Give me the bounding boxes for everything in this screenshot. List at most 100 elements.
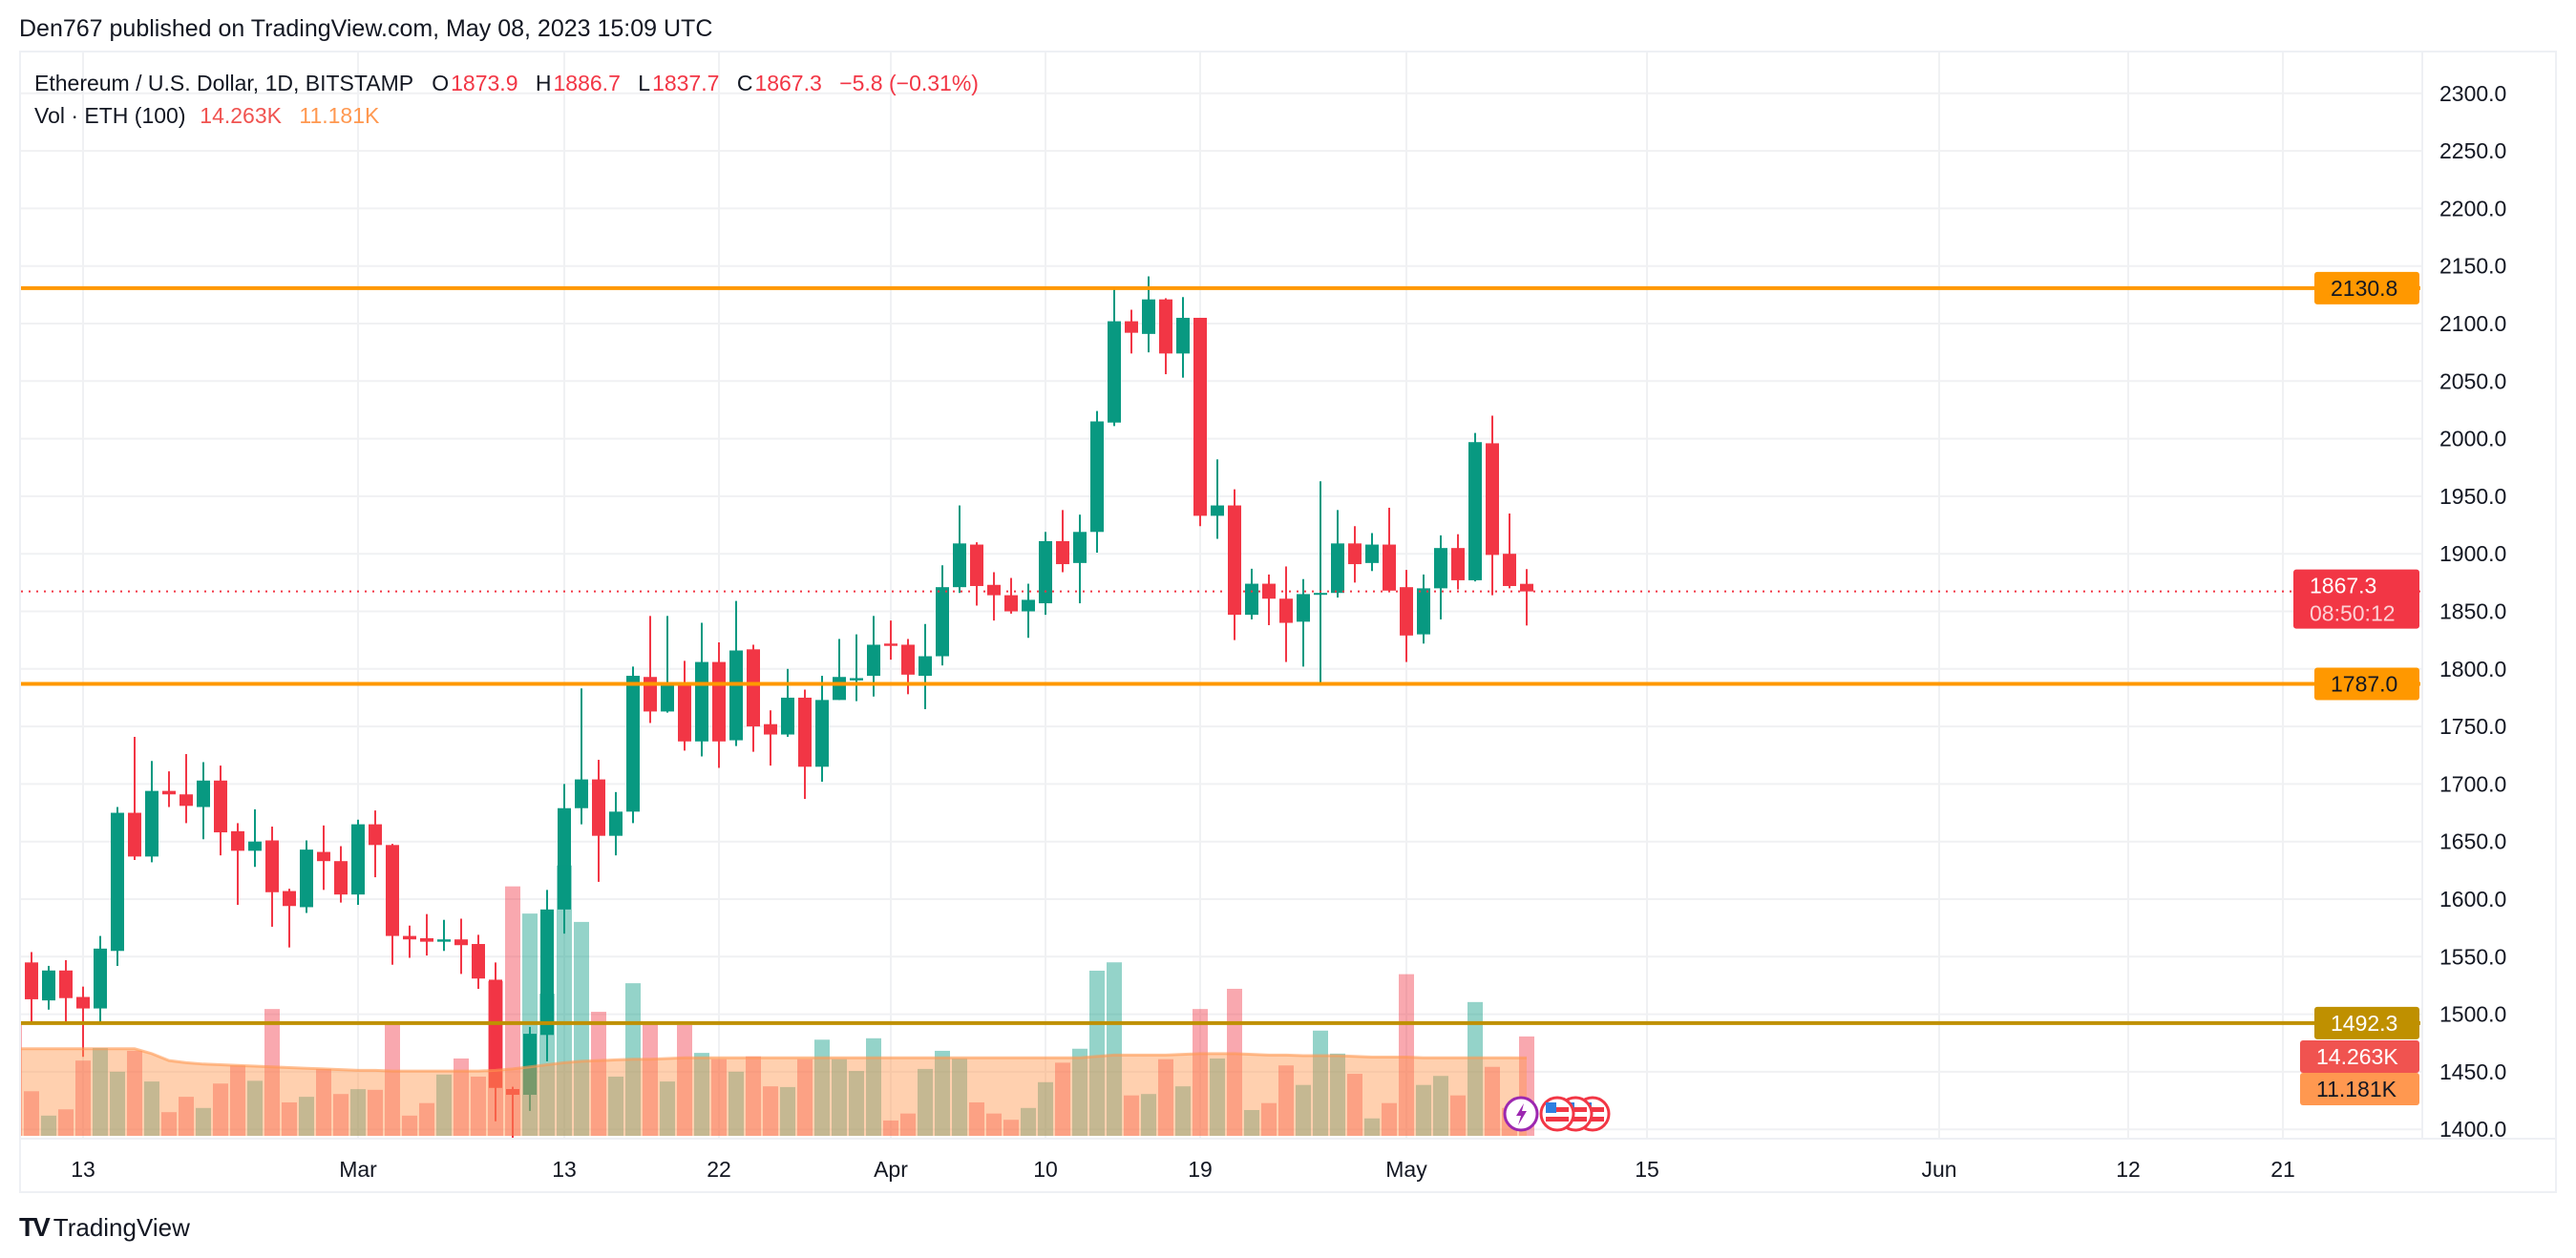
volume-bar (436, 1074, 452, 1136)
candle-body (609, 811, 623, 836)
volume-bar (1003, 1120, 1019, 1136)
candle-body (1073, 532, 1087, 563)
volume-bar (1382, 1102, 1397, 1136)
volume-bar (505, 886, 520, 1136)
candle-body (626, 676, 640, 812)
candle-body (1486, 443, 1499, 556)
candle-body (334, 861, 348, 895)
price-tick-label: 1450.0 (2439, 1059, 2506, 1084)
price-tick-label: 2300.0 (2439, 81, 2506, 106)
time-axis[interactable]: 13 Mar 13 22 Apr 10 19 May 15 Jun 12 21 (71, 1157, 2295, 1182)
candle-body (1176, 317, 1190, 354)
volume-bar (1072, 1048, 1087, 1136)
candle (1486, 415, 1499, 596)
lightning-icon[interactable] (1503, 1096, 1539, 1132)
level-price-label (2314, 271, 2419, 304)
volume-bar (1467, 1001, 1483, 1136)
candle-body (317, 851, 330, 862)
price-tick-label: 2100.0 (2439, 311, 2506, 336)
volume-bar (1175, 1086, 1191, 1136)
candle (489, 962, 502, 1122)
volume-bar (918, 1068, 933, 1136)
candle-body (351, 824, 365, 895)
event-markers (1503, 1096, 1611, 1132)
horizontal-levels (21, 285, 2420, 1025)
candle (179, 754, 193, 824)
candle (1365, 533, 1379, 572)
time-tick-label: 22 (707, 1157, 731, 1182)
price-axis-labels: 2130.8 1787.0 1492.3 1867.3 08:50:12 14.263K 1… (2293, 271, 2419, 1105)
time-tick-label: 19 (1188, 1157, 1213, 1182)
candle (575, 688, 588, 825)
bar-countdown-text: 08:50:12 (2310, 601, 2396, 626)
price-tick-label: 1650.0 (2439, 829, 2506, 854)
legend-volume: Vol · ETH (100) 14.263K 11.181K (34, 99, 979, 132)
candle-body (94, 948, 107, 1009)
candle (265, 827, 279, 927)
volume-bar (385, 1021, 400, 1136)
candle-body (936, 587, 949, 657)
volume-bar (1210, 1058, 1225, 1136)
candle-body (8, 842, 21, 963)
us-flag-icon[interactable] (1539, 1096, 1575, 1132)
candle-body (678, 684, 691, 742)
candle (1400, 570, 1413, 662)
price-axis[interactable]: 2300.0 2250.0 2200.0 2150.0 2100.0 2050.0 2000… (2439, 81, 2506, 1142)
candle (558, 784, 571, 934)
volume-bar (1261, 1102, 1277, 1136)
candle (1297, 578, 1310, 667)
candle (661, 616, 674, 713)
volume-bar (1450, 1095, 1466, 1136)
level-price-text: 1492.3 (2331, 1011, 2397, 1036)
footer-logo[interactable]: TV TradingView (19, 1212, 190, 1243)
price-tick-label: 1550.0 (2439, 944, 2506, 969)
candle (472, 934, 485, 990)
volume-bar (368, 1089, 383, 1136)
volume-bar (144, 1081, 159, 1136)
candle (1004, 577, 1018, 614)
volume-bar (196, 1107, 211, 1136)
volume-bar (21, 1022, 22, 1136)
candle-body (1125, 321, 1138, 333)
volume-bar (230, 1065, 245, 1136)
price-tick-label: 1500.0 (2439, 1002, 2506, 1027)
candle-body (283, 891, 296, 907)
volume-bar (282, 1101, 297, 1136)
candle (94, 935, 107, 1024)
volume-bar (1330, 1053, 1345, 1136)
candle (1159, 298, 1172, 375)
volume-bar (557, 865, 572, 1136)
volume-bar (832, 1059, 847, 1136)
candle (850, 634, 863, 702)
volume-bar (161, 1112, 177, 1136)
volume-bar (471, 1076, 486, 1136)
legend-symbol: Ethereum / U.S. Dollar, 1D, BITSTAMP (34, 71, 414, 95)
volume-bar (883, 1120, 898, 1136)
volume-bar (866, 1038, 881, 1136)
candle-body (437, 939, 451, 942)
plot-area (8, 276, 2420, 1138)
candle-body (1468, 442, 1482, 580)
candle (300, 840, 313, 913)
candle (403, 925, 416, 958)
candle-body (25, 962, 38, 999)
legend-close: 1867.3 (754, 71, 822, 95)
volume-bar (1141, 1094, 1156, 1136)
volume-bar (488, 980, 503, 1136)
candle (781, 668, 794, 737)
price-tick-label: 2000.0 (2439, 427, 2506, 451)
level-price-text: 2130.8 (2331, 276, 2397, 301)
candle-body (145, 790, 158, 857)
candle-body (1262, 583, 1276, 599)
publisher-line: Den767 published on TradingView.com, May… (19, 15, 713, 42)
volume-bar (75, 1060, 91, 1136)
candle-body (1331, 543, 1344, 594)
volume-bar (711, 1059, 727, 1136)
volume-bar (110, 1071, 125, 1136)
candle-body (1400, 587, 1413, 636)
candle (145, 761, 158, 863)
volume-bar (350, 1089, 366, 1136)
tradingview-logo-icon: TV (19, 1212, 51, 1242)
candle (1090, 410, 1104, 553)
